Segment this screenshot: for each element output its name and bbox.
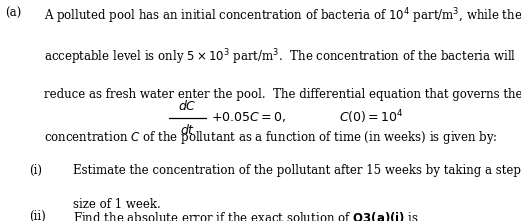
Text: Estimate the concentration of the pollutant after 15 weeks by taking a step: Estimate the concentration of the pollut… — [73, 164, 521, 177]
Text: reduce as fresh water enter the pool.  The differential equation that governs th: reduce as fresh water enter the pool. Th… — [44, 88, 521, 101]
Text: Find the absolute error if the exact solution of $\mathbf{Q3(a)(i)}$ is: Find the absolute error if the exact sol… — [73, 210, 419, 221]
Text: (ii): (ii) — [29, 210, 45, 221]
Text: (a): (a) — [5, 7, 21, 20]
Text: size of 1 week.: size of 1 week. — [73, 198, 160, 211]
Text: $dC$: $dC$ — [178, 99, 197, 113]
Text: $+ 0.05C = 0,$: $+ 0.05C = 0,$ — [211, 110, 286, 124]
Text: concentration $C$ of the pollutant as a function of time (in weeks) is given by:: concentration $C$ of the pollutant as a … — [44, 129, 498, 146]
Text: acceptable level is only $5 \times 10^3$ part/m$^3$.  The concentration of the b: acceptable level is only $5 \times 10^3$… — [44, 48, 516, 67]
Text: (i): (i) — [29, 164, 42, 177]
Text: $C(0) = 10^4$: $C(0) = 10^4$ — [339, 108, 403, 126]
Text: $dt$: $dt$ — [180, 123, 195, 137]
Text: A polluted pool has an initial concentration of bacteria of $10^4$ part/m$^3$, w: A polluted pool has an initial concentra… — [44, 7, 521, 26]
